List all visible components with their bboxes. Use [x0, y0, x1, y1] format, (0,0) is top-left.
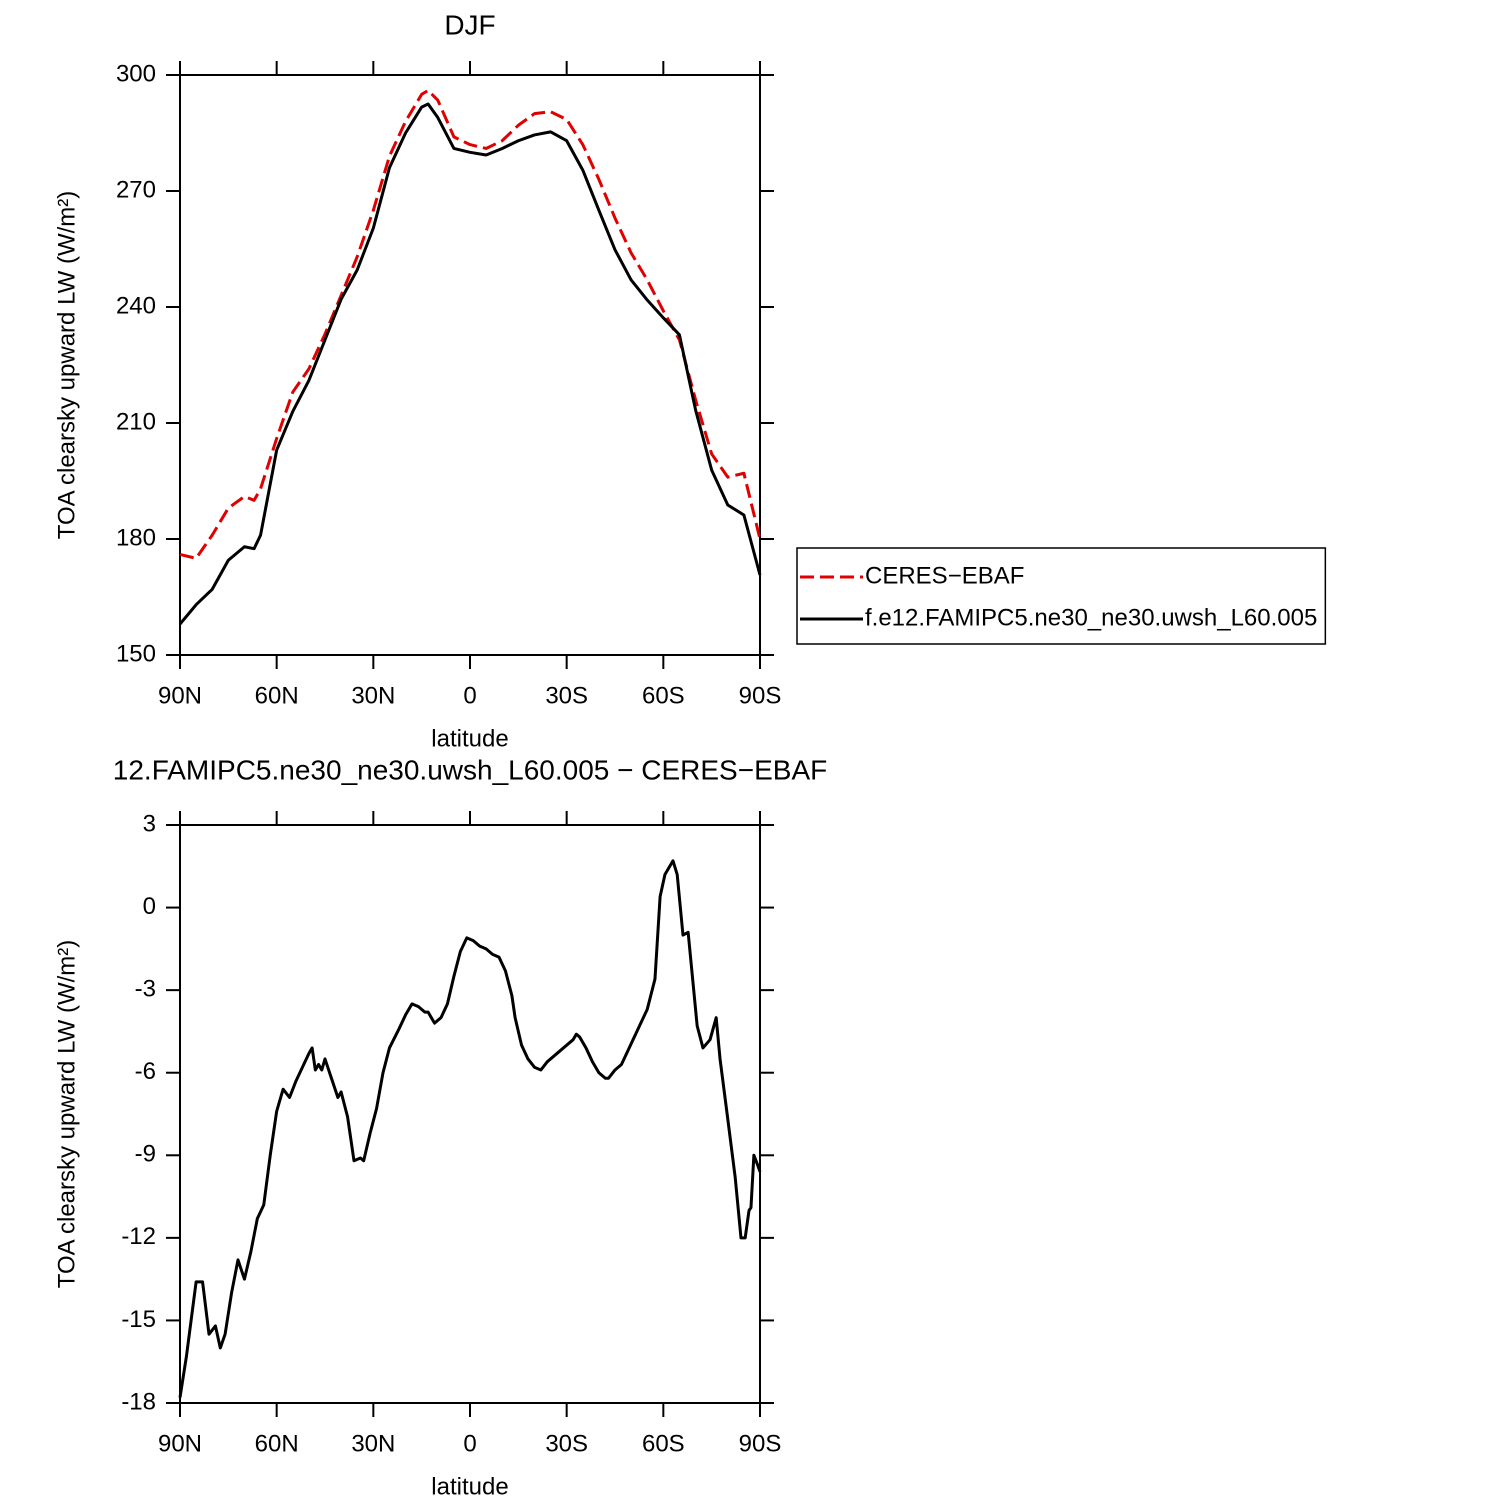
x-tick-label: 30S	[545, 1430, 588, 1457]
y-tick-label: -9	[135, 1141, 156, 1168]
x-tick-label: 0	[463, 1430, 476, 1457]
y-tick-label: -12	[121, 1223, 156, 1250]
x-tick-label: 30S	[545, 682, 588, 709]
legend: CERES−EBAF f.e12.FAMIPC5.ne30_ne30.uwsh_L…	[796, 547, 1327, 645]
legend-box	[796, 547, 1327, 645]
plot-frame	[179, 74, 761, 656]
chart-title: 12.FAMIPC5.ne30_ne30.uwsh_L60.005 − CERE…	[113, 754, 827, 785]
x-tick-label: 60S	[642, 682, 685, 709]
x-tick-label: 90S	[739, 682, 782, 709]
plot-frame	[179, 824, 761, 1404]
y-tick-label: 0	[143, 893, 156, 920]
data-line	[178, 859, 762, 1398]
chart-title: DJF	[444, 9, 495, 40]
x-tick-label: 30N	[351, 1430, 395, 1457]
x-tick-label: 60S	[642, 1430, 685, 1457]
x-tick-label: 0	[463, 682, 476, 709]
x-axis-label: latitude	[431, 1473, 508, 1500]
x-tick-label: 60N	[255, 682, 299, 709]
y-tick-label: 270	[116, 176, 156, 203]
x-tick-label: 90N	[158, 1430, 202, 1457]
x-tick-label: 90S	[739, 1430, 782, 1457]
y-axis-label: TOA clearsky upward LW (W/m²)	[53, 191, 80, 540]
y-tick-label: -6	[135, 1058, 156, 1085]
y-tick-label: -15	[121, 1306, 156, 1333]
x-tick-label: 30N	[351, 682, 395, 709]
y-tick-label: -18	[121, 1388, 156, 1415]
y-tick-label: -3	[135, 975, 156, 1002]
data-line	[179, 88, 762, 560]
x-tick-label: 90N	[158, 682, 202, 709]
x-axis-label: latitude	[431, 725, 508, 752]
y-tick-label: 240	[116, 292, 156, 319]
y-tick-label: 180	[116, 524, 156, 551]
y-axis-label: TOA clearsky upward LW (W/m²)	[53, 940, 80, 1289]
y-tick-label: 3	[143, 810, 156, 837]
y-tick-label: 150	[116, 640, 156, 667]
x-tick-label: 60N	[255, 1430, 299, 1457]
y-tick-label: 300	[116, 60, 156, 87]
data-line	[178, 102, 762, 626]
y-tick-label: 210	[116, 408, 156, 435]
legend-label: CERES−EBAF	[865, 562, 1024, 589]
legend-label: f.e12.FAMIPC5.ne30_ne30.uwsh_L60.005	[865, 604, 1317, 631]
